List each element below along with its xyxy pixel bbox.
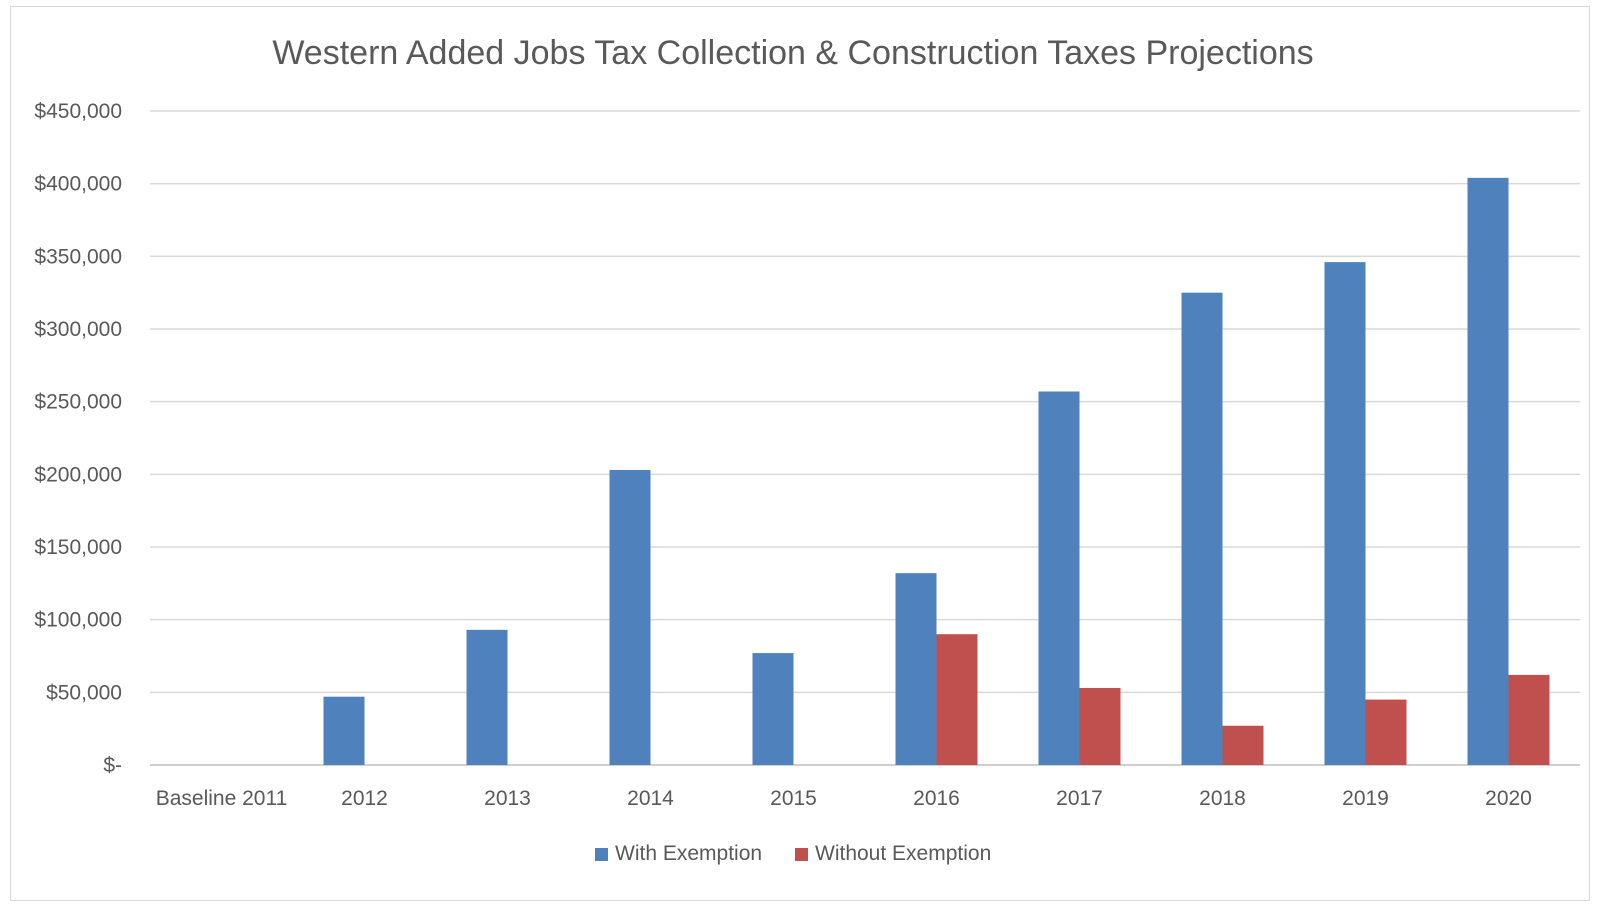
bar [1365,699,1407,765]
y-tick-label: $50,000 [46,681,122,704]
bar [895,573,937,765]
bars [323,177,1550,765]
y-tick-label: $300,000 [34,318,122,341]
y-tick-label: $250,000 [34,391,122,414]
x-tick-label: Baseline 2011 [156,787,288,810]
y-tick-label: $450,000 [34,100,122,123]
chart-title: Western Added Jobs Tax Collection & Cons… [272,34,1313,72]
y-axis: $- $50,000 $100,000 $150,000 $200,000 $250,00… [34,100,122,777]
bar [609,469,651,765]
bar [1038,391,1080,765]
x-tick-label: 2014 [627,787,674,810]
y-tick-label: $350,000 [34,245,122,268]
bar [752,653,794,765]
x-tick-label: 2019 [1342,787,1389,810]
bar [323,696,365,765]
x-tick-label: 2018 [1199,787,1246,810]
x-axis: Baseline 2011 2012 2013 2014 2015 2016 2017 201… [156,787,1532,810]
y-tick-label: $- [103,754,122,777]
bar [936,634,978,765]
legend-swatch [795,848,808,861]
legend-label: Without Exemption [815,842,991,865]
y-tick-label: $200,000 [34,463,122,486]
bar [1181,292,1223,765]
legend: With Exemption Without Exemption [595,842,991,865]
x-tick-label: 2013 [484,787,531,810]
x-tick-label: 2017 [1056,787,1103,810]
legend-label: With Exemption [615,842,762,865]
x-tick-label: 2015 [770,787,817,810]
bar [1467,177,1509,765]
y-tick-label: $100,000 [34,609,122,632]
y-tick-label: $150,000 [34,536,122,559]
bar [1324,262,1366,765]
x-tick-label: 2020 [1485,787,1532,810]
bar [466,629,508,765]
x-tick-label: 2012 [341,787,388,810]
bar [1222,725,1264,765]
y-tick-label: $400,000 [34,173,122,196]
bar [1508,674,1550,765]
x-tick-label: 2016 [913,787,960,810]
bar [1079,687,1121,765]
legend-swatch [595,848,608,861]
